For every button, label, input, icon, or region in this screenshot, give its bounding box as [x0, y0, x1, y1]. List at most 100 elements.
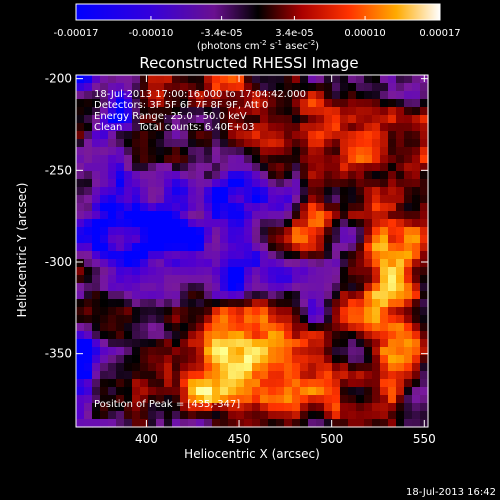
heatmap-cell [124, 243, 133, 252]
heatmap-cell [204, 267, 213, 276]
heatmap-cell [380, 195, 389, 204]
heatmap-cell [172, 91, 181, 100]
heatmap-cell [220, 243, 229, 252]
heatmap-cell [252, 179, 261, 188]
heatmap-cell [124, 355, 133, 364]
heatmap-cell [372, 299, 381, 308]
heatmap-cell [220, 323, 229, 332]
heatmap-cell [124, 99, 133, 108]
heatmap-cell [196, 347, 205, 356]
plot-frame [75, 74, 429, 428]
heatmap-cell [124, 419, 133, 428]
heatmap-cell [252, 363, 261, 372]
heatmap-cell [316, 83, 325, 92]
heatmap-cell [348, 331, 357, 340]
heatmap-cell [108, 91, 117, 100]
heatmap-cell [196, 251, 205, 260]
heatmap-cell [76, 163, 85, 172]
heatmap-cell [148, 187, 157, 196]
heatmap-cell [244, 155, 253, 164]
heatmap-cell [108, 403, 117, 412]
heatmap-cell [124, 235, 133, 244]
heatmap-cell [348, 259, 357, 268]
heatmap-cell [308, 275, 317, 284]
heatmap-cell [116, 211, 125, 220]
heatmap-cell [228, 139, 237, 148]
heatmap-cell [332, 275, 341, 284]
heatmap-cell [76, 419, 85, 428]
heatmap-cell [100, 243, 109, 252]
heatmap-cell [372, 419, 381, 428]
heatmap-cell [364, 331, 373, 340]
heatmap-cell [340, 267, 349, 276]
heatmap-cell [260, 139, 269, 148]
heatmap-cell [332, 203, 341, 212]
heatmap-cell [252, 355, 261, 364]
heatmap-cell [308, 203, 317, 212]
heatmap-cell [308, 235, 317, 244]
heatmap-cell [340, 131, 349, 140]
heatmap-cell [364, 131, 373, 140]
heatmap-cell [180, 267, 189, 276]
heatmap-cell [172, 411, 181, 420]
heatmap-cell [332, 219, 341, 228]
heatmap-cell [340, 299, 349, 308]
heatmap-cell [412, 211, 421, 220]
heatmap-cell [252, 283, 261, 292]
heatmap-cell [268, 115, 277, 124]
heatmap-cell [180, 83, 189, 92]
heatmap-cell [252, 235, 261, 244]
heatmap-cell [76, 131, 85, 140]
heatmap-cell [332, 379, 341, 388]
heatmap-cell [348, 339, 357, 348]
heatmap-cell [316, 75, 325, 84]
heatmap-cell [116, 83, 125, 92]
heatmap-cell [84, 163, 93, 172]
heatmap-cell [244, 347, 253, 356]
heatmap-cell [348, 363, 357, 372]
heatmap-cell [84, 171, 93, 180]
heatmap-cell [244, 411, 253, 420]
heatmap-cell [340, 251, 349, 260]
heatmap-cell [188, 195, 197, 204]
heatmap-cell [228, 195, 237, 204]
heatmap-cell [388, 75, 397, 84]
heatmap-cell [388, 123, 397, 132]
heatmap-cell [236, 163, 245, 172]
heatmap-cell [180, 75, 189, 84]
heatmap-cell [420, 307, 429, 316]
heatmap-cell [420, 195, 429, 204]
heatmap-cell [124, 323, 133, 332]
heatmap-cell [388, 115, 397, 124]
heatmap-cell [316, 347, 325, 356]
heatmap-cell [340, 371, 349, 380]
heatmap-cell [188, 419, 197, 428]
heatmap-cell [196, 331, 205, 340]
heatmap-cell [252, 171, 261, 180]
heatmap-cell [116, 243, 125, 252]
heatmap-cell [380, 139, 389, 148]
heatmap-cell [388, 203, 397, 212]
heatmap-cell [276, 371, 285, 380]
heatmap-cell [244, 107, 253, 116]
heatmap-cell [132, 235, 141, 244]
heatmap-cell [124, 187, 133, 196]
heatmap-cell [76, 291, 85, 300]
heatmap-cell [276, 387, 285, 396]
heatmap-cell [156, 299, 165, 308]
heatmap-cell [220, 331, 229, 340]
heatmap-cell [356, 291, 365, 300]
heatmap-cell [348, 91, 357, 100]
heatmap-cell [148, 227, 157, 236]
heatmap-cell [196, 115, 205, 124]
heatmap-cell [212, 411, 221, 420]
heatmap-cell [260, 187, 269, 196]
heatmap-cell [364, 171, 373, 180]
heatmap-cell [292, 115, 301, 124]
heatmap-cell [364, 299, 373, 308]
heatmap-cell [212, 243, 221, 252]
heatmap-cell [84, 307, 93, 316]
heatmap-cell [76, 195, 85, 204]
heatmap-cell [132, 227, 141, 236]
heatmap-cell [204, 211, 213, 220]
